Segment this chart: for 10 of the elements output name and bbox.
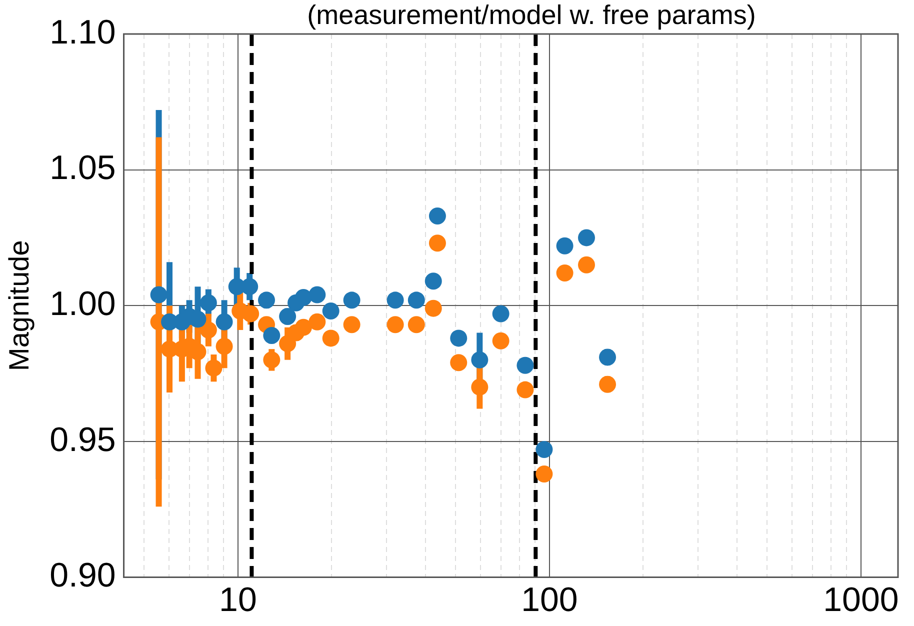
y-tick-label: 0.95 [50,420,116,459]
y-tick-label: 1.00 [50,284,116,323]
x-tick-label: 1000 [823,580,899,619]
x-tick-label: 100 [521,580,578,619]
y-tick-label: 0.90 [50,556,116,595]
y-tick-label: 1.10 [50,13,116,52]
chart-title: (measurement/model w. free params) [306,0,757,31]
y-axis-title: Magnitude [4,240,35,371]
y-tick-label: 1.05 [50,149,116,188]
x-tick-label: 10 [219,580,257,619]
